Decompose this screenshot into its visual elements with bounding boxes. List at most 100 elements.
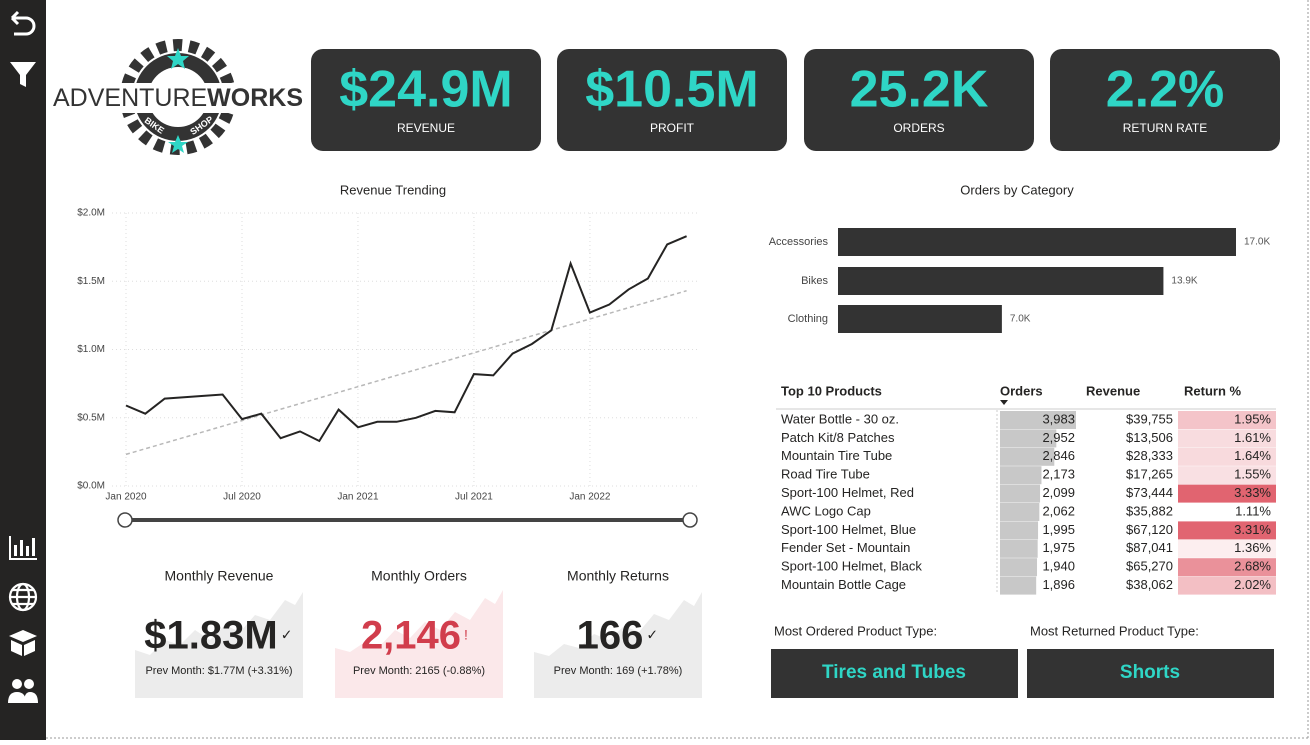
data-label: 17.0K (1244, 237, 1270, 248)
card-title: Monthly Orders (371, 568, 467, 584)
table-cell: 2,952 (1042, 430, 1075, 445)
category-label: Clothing (788, 313, 828, 325)
card-value: $1.83M (144, 614, 277, 658)
table-cell: 2,173 (1042, 467, 1075, 482)
x-tick-label: Jan 2022 (569, 492, 611, 503)
bar (838, 228, 1236, 256)
table-cell: Sport-100 Helmet, Blue (781, 522, 916, 537)
people-icon[interactable] (8, 679, 38, 703)
kpi-label: REVENUE (397, 121, 455, 135)
table-cell: $73,444 (1126, 485, 1173, 500)
table-cell: Fender Set - Mountain (781, 540, 910, 555)
trend-line (125, 290, 687, 456)
kpi-label: RETURN RATE (1123, 121, 1207, 135)
table-cell: Sport-100 Helmet, Red (781, 485, 914, 500)
table-cell: $28,333 (1126, 448, 1173, 463)
y-tick-label: $1.0M (77, 344, 105, 355)
table-cell: Water Bottle - 30 oz. (781, 411, 899, 426)
card-background (335, 590, 503, 698)
return-cell (1178, 503, 1276, 521)
kpi-value: 25.2K (850, 61, 989, 119)
card-title: Monthly Returns (567, 568, 669, 584)
table-cell: $39,755 (1126, 411, 1173, 426)
kpi-value: $24.9M (339, 61, 512, 119)
orders-data-bar (1000, 558, 1038, 577)
slider-handle[interactable] (117, 512, 133, 528)
table-cell: 1,975 (1042, 540, 1075, 555)
table-header: Top 10 Products (781, 383, 882, 398)
kpi-label: ORDERS (893, 121, 944, 135)
orders-data-bar (1000, 484, 1041, 503)
kpi-card (1050, 49, 1280, 151)
product-type-value: Tires and Tubes (822, 662, 966, 683)
table-cell: Sport-100 Helmet, Black (781, 559, 922, 574)
table-cell: $13,506 (1126, 430, 1173, 445)
bar (838, 267, 1164, 295)
back-button[interactable] (10, 10, 36, 36)
table-cell: $65,270 (1126, 559, 1173, 574)
card-status: ✓ (646, 627, 658, 643)
product-type-label: Most Returned Product Type: (1030, 623, 1199, 638)
card-title: Monthly Revenue (165, 568, 274, 584)
y-tick-label: $2.0M (77, 208, 105, 219)
table-cell: $38,062 (1126, 577, 1173, 592)
return-cell (1178, 466, 1276, 485)
table-cell: 2.02% (1234, 577, 1271, 592)
return-cell (1178, 539, 1276, 558)
date-slider[interactable] (117, 512, 698, 528)
logo-text-light: ADVENTURE (53, 84, 207, 112)
table-cell: 1,940 (1042, 559, 1075, 574)
table-cell: 3,983 (1042, 411, 1075, 426)
chart-title: Revenue Trending (340, 182, 446, 197)
kpi-card (311, 49, 541, 151)
globe-icon[interactable] (8, 582, 38, 612)
card-value: 166 (577, 614, 644, 658)
table-cell: 1.55% (1234, 467, 1271, 482)
table-cell: AWC Logo Cap (781, 503, 871, 518)
report-icon[interactable] (9, 536, 37, 560)
logo-star (168, 135, 188, 153)
table-cell: 2,099 (1042, 485, 1075, 500)
orders-data-bar (1000, 539, 1038, 558)
table-cell: 1.95% (1234, 411, 1271, 426)
y-tick-label: $1.5M (77, 276, 105, 287)
table-cell: Patch Kit/8 Patches (781, 430, 895, 445)
bar (838, 305, 1002, 333)
table-header: Return % (1184, 383, 1242, 398)
table-cell: 1,995 (1042, 522, 1075, 537)
table-cell: 2.68% (1234, 559, 1271, 574)
product-type-value: Shorts (1120, 662, 1180, 683)
orders-data-bar (1000, 521, 1039, 540)
filter-button[interactable] (10, 62, 36, 87)
product-type-card (1027, 649, 1274, 698)
return-cell (1178, 429, 1276, 448)
product-type-label: Most Ordered Product Type: (774, 623, 937, 638)
category-label: Bikes (801, 275, 828, 287)
table-cell: 3.31% (1234, 522, 1271, 537)
table-cell: Mountain Bottle Cage (781, 577, 906, 592)
table-header: Orders (1000, 383, 1043, 398)
return-cell (1178, 484, 1276, 503)
x-tick-label: Jul 2020 (223, 492, 261, 503)
return-cell (1178, 558, 1276, 577)
category-label: Accessories (769, 236, 829, 248)
y-tick-label: $0.0M (77, 481, 105, 492)
x-tick-label: Jan 2021 (337, 492, 379, 503)
kpi-label: PROFIT (650, 121, 695, 135)
sidebar (0, 0, 46, 740)
slider-handle[interactable] (682, 512, 698, 528)
kpi-card (557, 49, 787, 151)
orders-data-bar (1000, 447, 1055, 466)
orders-data-bar (1000, 466, 1042, 485)
table-cell: 1.64% (1234, 448, 1271, 463)
table-cell: $35,882 (1126, 503, 1173, 518)
logo-text: ADVENTUREWORKS (53, 84, 303, 112)
kpi-card (804, 49, 1034, 151)
logo: ADVENTUREWORKS BIKE SHOP (53, 39, 303, 155)
x-tick-label: Jan 2020 (105, 492, 147, 503)
product-type-card (771, 649, 1018, 698)
box-icon[interactable] (9, 630, 37, 656)
table-header: Revenue (1086, 383, 1140, 398)
kpi-value: $10.5M (585, 61, 758, 119)
